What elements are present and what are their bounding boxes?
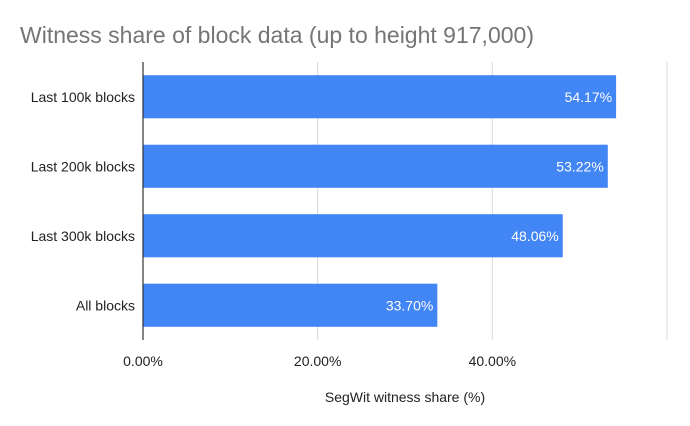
x-tick-label: 40.00% (469, 353, 516, 369)
data-label: 54.17% (565, 89, 612, 105)
bar-series (143, 75, 617, 327)
chart-title: Witness share of block data (up to heigh… (20, 22, 534, 48)
category-labels: Last 100k blocks Last 200k blocks Last 300… (31, 89, 135, 314)
bar (143, 75, 617, 119)
bar (143, 214, 563, 258)
x-axis-title: SegWit witness share (%) (325, 389, 485, 405)
x-tick-label: 20.00% (294, 353, 341, 369)
x-tick-label: 0.00% (123, 353, 163, 369)
category-label: Last 100k blocks (31, 89, 135, 105)
data-labels: 54.17% 53.22% 48.06% 33.70% (386, 89, 612, 314)
data-label: 48.06% (511, 228, 558, 244)
category-label: Last 300k blocks (31, 228, 135, 244)
x-tick-labels: 0.00% 20.00% 40.00% (123, 353, 516, 369)
category-label: Last 200k blocks (31, 158, 135, 174)
bar (143, 283, 438, 327)
category-label: All blocks (76, 297, 135, 313)
data-label: 53.22% (556, 158, 603, 174)
data-label: 33.70% (386, 297, 433, 313)
bar (143, 144, 608, 188)
